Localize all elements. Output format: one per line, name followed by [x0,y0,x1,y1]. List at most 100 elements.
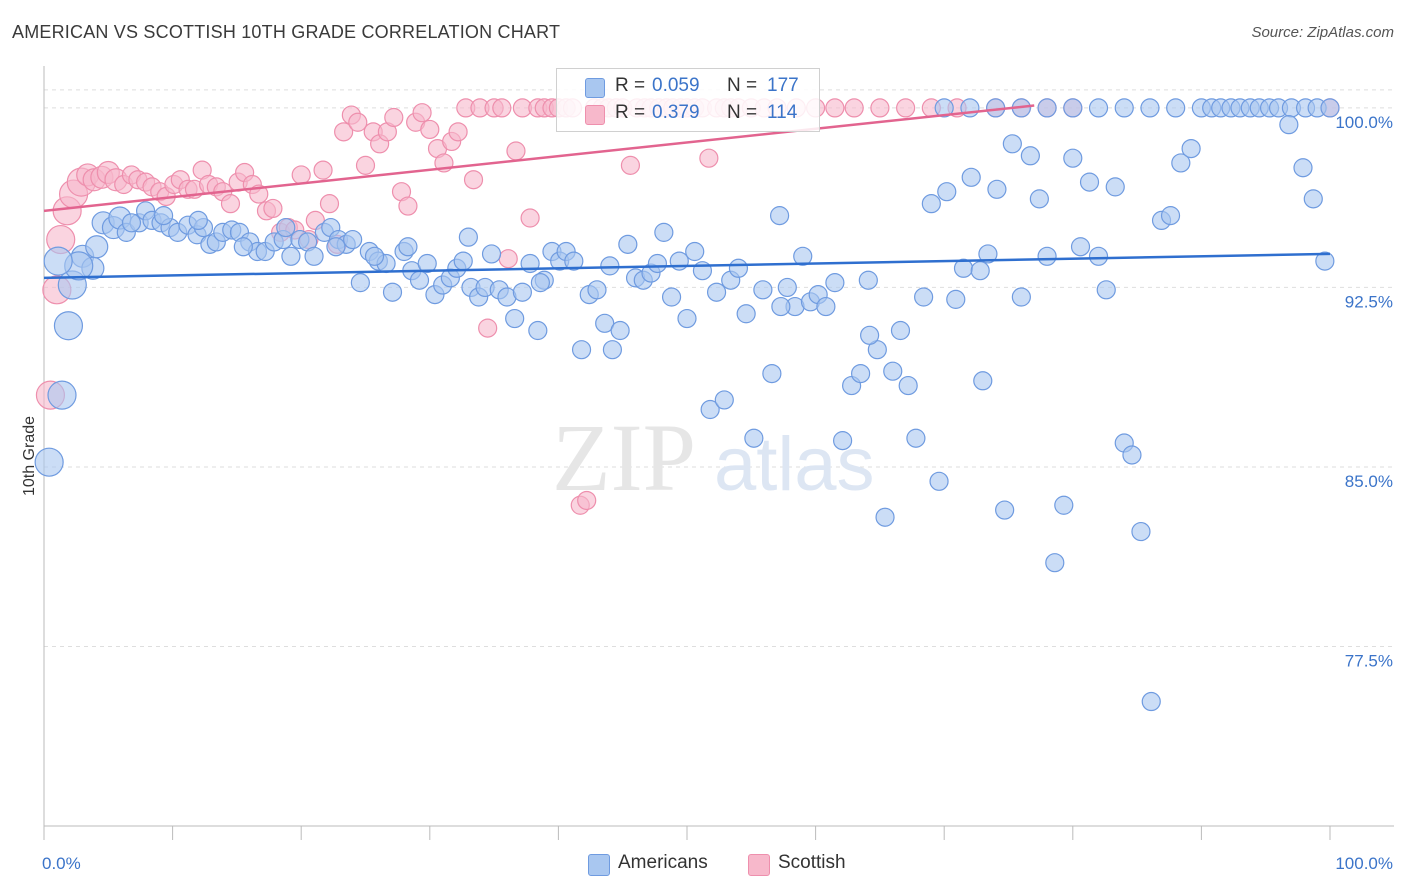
american-point [530,273,550,293]
american-point [669,251,689,271]
scottish-point [844,98,864,118]
american-point [600,256,620,276]
american-point [728,258,749,278]
american-point [647,253,668,274]
american-point [771,296,791,317]
american-point [1045,553,1065,573]
scottish-point [412,103,432,123]
american-point [898,375,918,396]
r-value: 0.059 [652,75,700,96]
tick-labels: 77.5% 85.0% 92.5% 100.0% 0.0% 100.0% [42,113,1393,873]
american-point [364,246,385,266]
american-point [946,289,966,309]
r-label: R = [615,75,646,96]
american-point [587,280,607,300]
scottish-point [463,170,484,190]
american-point [409,270,430,290]
y-tick-label: 100.0% [1335,113,1393,132]
american-point [1114,98,1134,118]
american-point [1088,98,1109,118]
american-point [1011,287,1031,307]
american-point [1020,146,1040,166]
stats-row-scottish: R = 0.379 N = 114 [557,102,817,128]
scottish-point [291,165,311,185]
scottish-point [492,98,512,118]
american-point [1140,98,1160,118]
american-point [382,282,403,302]
n-label: N = [727,102,758,123]
american-point [512,282,532,302]
american-point [1279,115,1299,135]
axes [43,66,1394,840]
american-point [528,320,548,341]
american-point [281,246,301,266]
scottish-point [355,155,376,175]
american-point [1320,98,1340,118]
trend-line-scottish [43,104,1035,213]
american-point [661,287,682,307]
american-point [706,282,727,302]
watermark-atlas: atlas [714,422,875,507]
american-point [43,246,73,276]
american-point [816,296,836,317]
american-point [121,213,142,233]
american-point [326,237,346,257]
american-point [858,270,878,290]
american-point [793,246,813,266]
american-point [961,167,981,187]
american-point [929,471,949,491]
scottish-point [398,196,418,216]
scottish-point [699,148,719,168]
american-point [744,428,764,448]
american-point [153,206,174,226]
american-point [736,304,756,324]
n-value: 114 [767,102,798,123]
american-point [1054,495,1074,515]
american-point [602,340,623,360]
american-point [505,308,525,329]
n-value: 177 [767,75,799,96]
source-credit: Source: ZipAtlas.com [1251,24,1394,41]
american-point [1029,189,1049,209]
american-point [453,251,473,271]
scottish-point [620,155,641,175]
american-point [1105,177,1125,197]
american-point [851,364,871,384]
american-point [1303,189,1323,209]
scottish-point [313,160,333,180]
american-point [769,206,790,226]
american-point [47,380,77,410]
american-point [595,313,615,333]
scottish-point [334,122,354,142]
american-point [1131,521,1151,542]
american-point [417,253,437,274]
americans-legend-swatch [588,854,610,876]
american-point [1141,691,1161,712]
scottish-point [319,194,340,214]
american-point [571,340,592,360]
american-point [233,237,253,257]
scottish-swatch [585,105,605,125]
american-point [860,325,880,345]
american-point [1293,158,1313,178]
american-point [762,364,782,384]
r-label: R = [615,102,646,123]
scottish-point [448,122,468,142]
watermark-zip: ZIP [552,404,696,511]
scottish-point [870,98,890,118]
scottish-point [825,98,845,118]
american-point [700,399,720,420]
american-point [875,507,895,527]
series-legend: Americans Scottish [0,852,1406,876]
american-point [1070,237,1091,257]
scottish-point [478,318,498,338]
american-point [777,277,797,298]
scottish-point [263,198,283,219]
american-point [1079,172,1100,192]
scottish-point [348,112,368,132]
american-point [1002,134,1022,154]
trend-lines [43,104,1331,280]
y-axis-label: 10th Grade [21,416,38,496]
y-tick-label: 77.5% [1345,651,1393,670]
american-point [1171,153,1191,173]
